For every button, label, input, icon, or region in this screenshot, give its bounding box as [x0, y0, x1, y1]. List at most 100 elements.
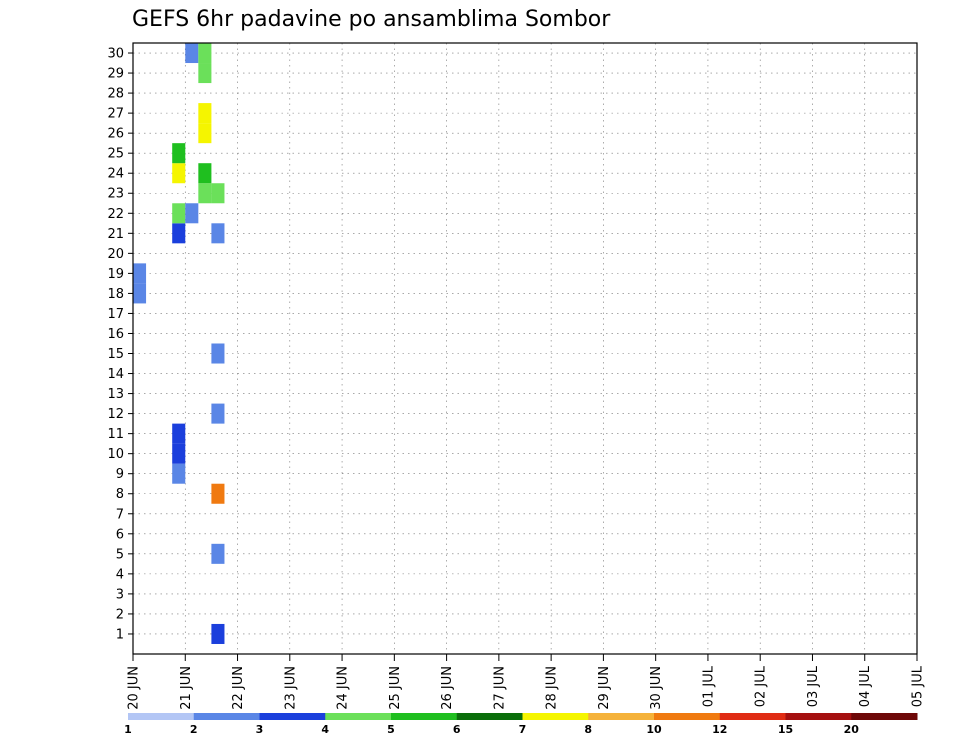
x-tick-label: 30 JUN — [649, 666, 664, 710]
data-cell — [211, 483, 225, 504]
x-tick-label: 02 JUL — [754, 665, 769, 707]
colorbar-label: 8 — [584, 723, 592, 736]
y-tick-label: 11 — [107, 427, 124, 442]
x-tick-label: 25 JUN — [388, 666, 403, 710]
colorbar-segment — [785, 713, 852, 720]
y-tick-label: 8 — [116, 487, 124, 502]
data-cells — [133, 43, 225, 644]
data-cell — [211, 343, 225, 364]
colorbar-segment — [325, 713, 392, 720]
data-cell — [198, 183, 212, 204]
y-tick-label: 28 — [107, 87, 124, 102]
colorbar-label: 7 — [519, 723, 527, 736]
y-axis: 1234567891011121314151617181920212223242… — [107, 47, 133, 642]
x-tick-label: 29 JUN — [597, 666, 612, 710]
colorbar-segment — [456, 713, 523, 720]
y-tick-label: 19 — [107, 267, 124, 282]
y-tick-label: 7 — [116, 507, 124, 522]
y-tick-label: 23 — [107, 187, 124, 202]
data-cell — [133, 283, 147, 304]
data-cell — [172, 203, 186, 224]
plot-frame — [132, 42, 918, 655]
y-tick-label: 13 — [107, 387, 124, 402]
colorbar-label: 10 — [646, 723, 662, 736]
data-cell — [198, 63, 212, 84]
data-cell — [211, 543, 225, 564]
y-tick-label: 9 — [116, 467, 124, 482]
x-tick-label: 03 JUL — [806, 665, 821, 707]
y-tick-label: 30 — [107, 47, 124, 62]
data-cell — [211, 623, 225, 644]
y-tick-label: 25 — [107, 147, 124, 162]
data-cell — [198, 123, 212, 144]
colorbar-label: 20 — [844, 723, 860, 736]
data-cell — [133, 263, 147, 284]
x-tick-label: 22 JUN — [231, 666, 246, 710]
colorbar-segment — [193, 713, 260, 720]
x-tick-label: 01 JUL — [701, 665, 716, 707]
colorbar-segment — [259, 713, 326, 720]
colorbar-label: 3 — [256, 723, 264, 736]
data-cell — [198, 163, 212, 184]
colorbar-label: 6 — [453, 723, 461, 736]
data-cell — [185, 203, 199, 224]
y-tick-label: 10 — [107, 447, 124, 462]
y-tick-label: 20 — [107, 247, 124, 262]
x-tick-label: 23 JUN — [283, 666, 298, 710]
x-tick-label: 21 JUN — [179, 666, 194, 710]
colorbar-label: 5 — [387, 723, 395, 736]
x-tick-label: 20 JUN — [127, 666, 142, 710]
y-tick-label: 27 — [107, 107, 124, 122]
colorbar-label: 15 — [778, 723, 793, 736]
x-tick-label: 24 JUN — [336, 666, 351, 710]
y-tick-label: 26 — [107, 127, 124, 142]
y-tick-label: 15 — [107, 347, 124, 362]
x-tick-label: 27 JUN — [492, 666, 507, 710]
data-cell — [198, 103, 212, 124]
x-tick-label: 05 JUL — [911, 665, 926, 707]
data-cell — [172, 463, 186, 484]
colorbar: 1 2 3 4 5 6 7 8 10 12 15 20 — [124, 713, 918, 736]
colorbar-segment — [654, 713, 721, 720]
data-cell — [172, 423, 186, 444]
y-tick-label: 2 — [116, 607, 124, 622]
data-cell — [211, 403, 225, 424]
colorbar-label: 4 — [321, 723, 329, 736]
chart-title: GEFS 6hr padavine po ansamblima Sombor — [132, 7, 611, 32]
x-tick-label: 26 JUN — [440, 666, 455, 710]
colorbar-segment — [719, 713, 786, 720]
y-tick-label: 12 — [107, 407, 124, 422]
y-tick-label: 4 — [116, 567, 124, 582]
data-cell — [198, 43, 212, 64]
colorbar-segment — [851, 713, 918, 720]
x-axis: 20 JUN 21 JUN 22 JUN 23 JUN 24 JUN 25 JUN 26 J… — [127, 654, 926, 710]
colorbar-segment — [391, 713, 458, 720]
data-cell — [172, 443, 186, 464]
y-tick-label: 24 — [107, 167, 124, 182]
colorbar-segment — [128, 713, 195, 720]
y-tick-label: 5 — [116, 547, 124, 562]
x-tick-label: 28 JUN — [545, 666, 560, 710]
colorbar-segment — [588, 713, 655, 720]
colorbar-label: 12 — [712, 723, 727, 736]
y-tick-label: 29 — [107, 67, 124, 82]
colorbar-label: 1 — [124, 723, 132, 736]
y-tick-label: 14 — [107, 367, 124, 382]
y-tick-label: 1 — [116, 627, 124, 642]
y-tick-label: 3 — [116, 587, 124, 602]
y-tick-label: 22 — [107, 207, 124, 222]
y-tick-label: 21 — [107, 227, 124, 242]
colorbar-label: 2 — [190, 723, 198, 736]
data-cell — [211, 223, 225, 244]
y-tick-label: 18 — [107, 287, 124, 302]
y-tick-label: 16 — [107, 327, 124, 342]
data-cell — [185, 43, 199, 64]
y-tick-label: 6 — [116, 527, 124, 542]
y-tick-label: 17 — [107, 307, 124, 322]
data-cell — [172, 223, 186, 244]
colorbar-segment — [522, 713, 589, 720]
data-cell — [211, 183, 225, 204]
grid — [132, 43, 918, 654]
x-tick-label: 04 JUL — [858, 665, 873, 707]
